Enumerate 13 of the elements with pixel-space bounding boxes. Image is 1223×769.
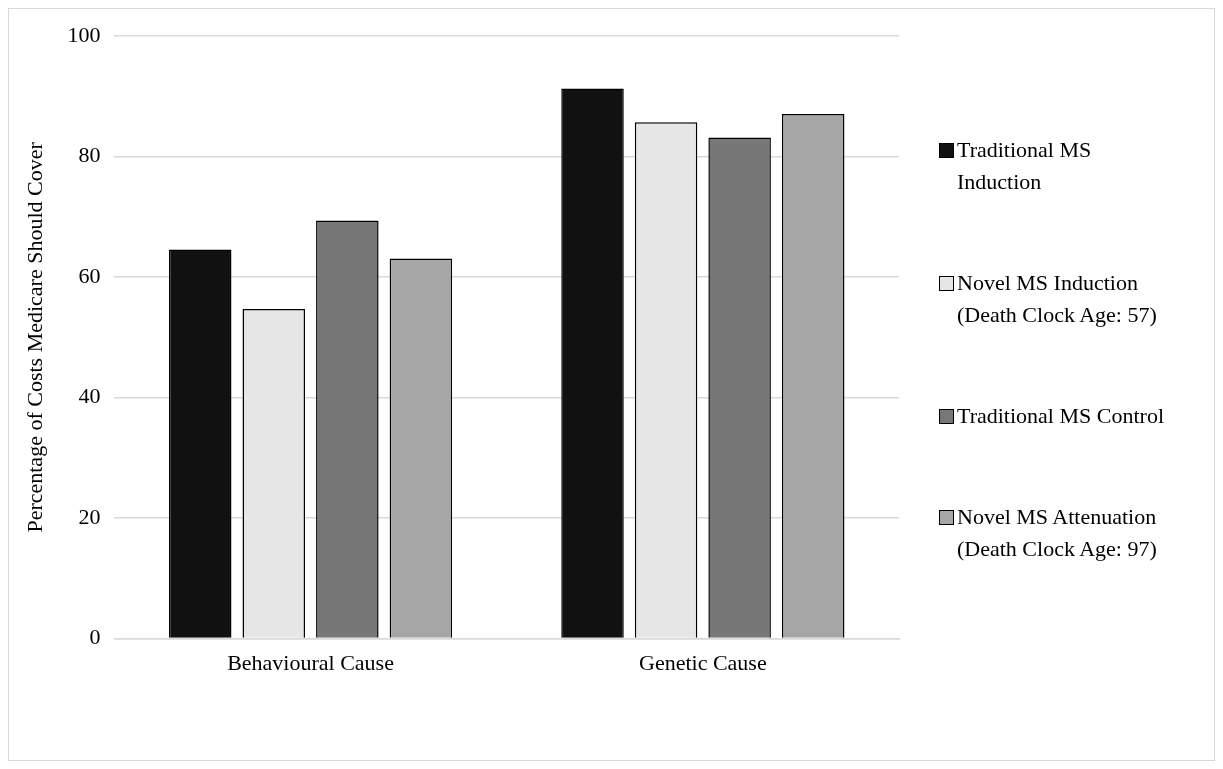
y-tick-label: 40 [78, 383, 101, 409]
legend-label: Traditional MS Induction [957, 135, 1093, 196]
x-tick-label: Genetic Cause [639, 649, 767, 675]
legend-label: Novel MS Induction (Death Clock Age: 57) [957, 268, 1158, 329]
y-tick-label: 80 [78, 142, 101, 168]
y-axis-title: Percentage of Costs Medicare Should Cover [21, 141, 47, 533]
y-tick-label: 60 [78, 262, 101, 288]
y-tick-label: 20 [78, 503, 101, 529]
legend-label: Novel MS Attenuation (Death Clock Age: 97) [957, 503, 1158, 564]
x-tick-label: Behavioural Cause [227, 649, 394, 675]
y-tick-label: 0 [89, 624, 101, 650]
y-tick-label: 100 [67, 21, 101, 47]
legend-label: Traditional MS Control [957, 402, 1164, 431]
